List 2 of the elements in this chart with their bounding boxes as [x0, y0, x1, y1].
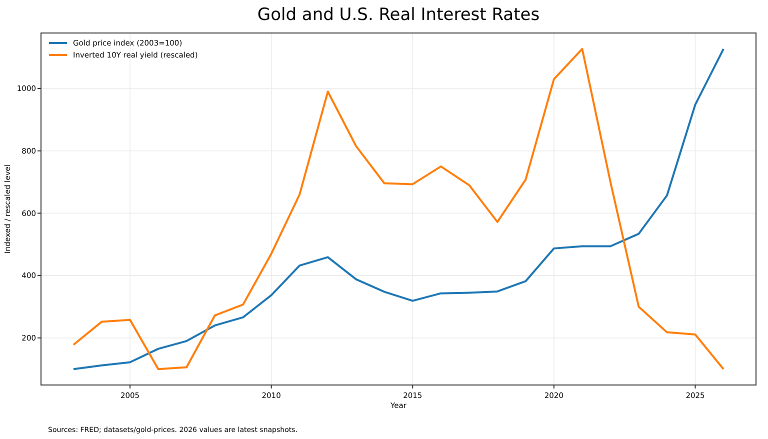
chart-title: Gold and U.S. Real Interest Rates [257, 5, 540, 25]
line-series [72, 48, 724, 370]
